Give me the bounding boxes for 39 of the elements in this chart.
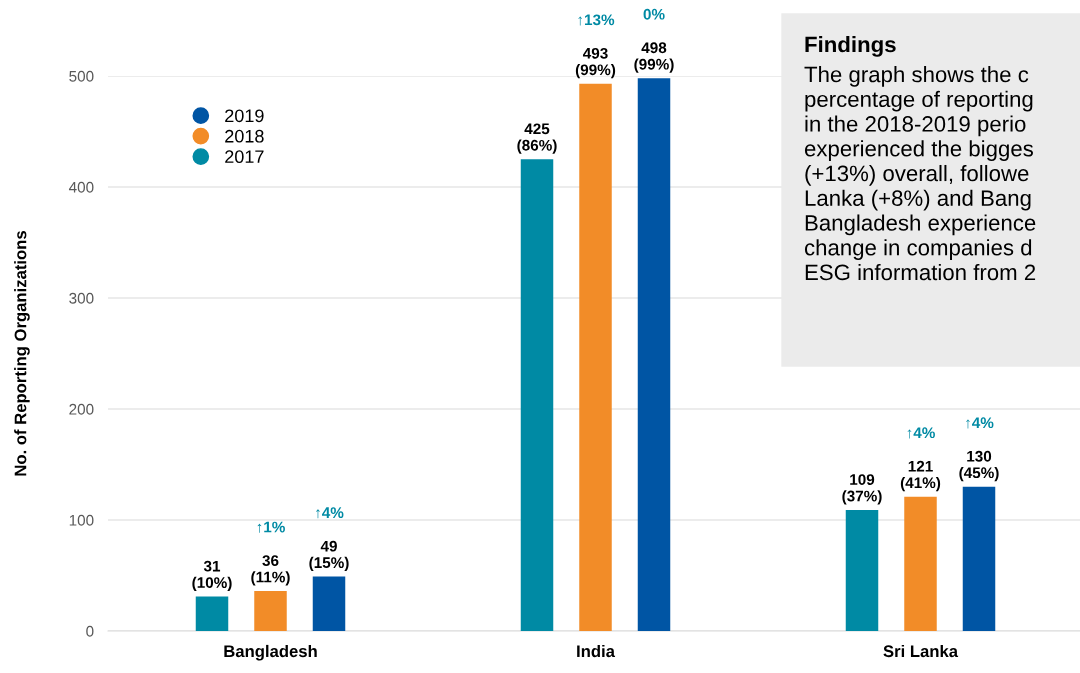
annotation: ↑4% bbox=[316, 507, 344, 519]
y-tick-label: 300 bbox=[69, 292, 94, 304]
bar bbox=[637, 78, 671, 631]
y-tick-label: 400 bbox=[68, 181, 94, 193]
annotation: ↑4% bbox=[966, 417, 994, 429]
legend-label: 2018 bbox=[225, 129, 264, 143]
data-label: 49 (15%) bbox=[309, 540, 349, 572]
y-tick-label: 200 bbox=[69, 403, 94, 415]
data-label: 130 (45%) bbox=[959, 450, 999, 482]
bar bbox=[904, 496, 937, 631]
data-label: 498 (99%) bbox=[634, 42, 674, 73]
data-label: 36 (11%) bbox=[251, 555, 290, 586]
y-tick-label: 0 bbox=[86, 625, 94, 637]
legend-label: 2017 bbox=[225, 150, 264, 164]
data-label: 109 (37%) bbox=[842, 474, 882, 505]
data-label: 121 (41%) bbox=[900, 460, 941, 492]
y-axis-title: No. of Reporting Organizations bbox=[14, 231, 30, 476]
x-tick-label: Sri Lanka bbox=[883, 644, 959, 658]
bar bbox=[579, 83, 612, 631]
annotation: ↑1% bbox=[257, 521, 285, 533]
annotation: ↑4% bbox=[907, 427, 935, 439]
data-label: 425 (86%) bbox=[517, 123, 557, 154]
x-tick-label: Bangladesh bbox=[224, 644, 317, 661]
data-label: 31 (10%) bbox=[192, 560, 232, 592]
y-tick-label: 500 bbox=[69, 70, 94, 82]
y-tick-label: 100 bbox=[69, 514, 94, 526]
bar bbox=[254, 591, 287, 631]
legend-label: 2019 bbox=[225, 109, 264, 123]
text: The graph shows the c percentage of reporting in the 2018-2019 perio experienced the bigges (+13%) overall, followe Lanka (+8%) and Bang Bangladesh experience change in companies d ESG information from 2 bbox=[804, 66, 1036, 281]
x-tick-label: India bbox=[577, 644, 616, 658]
text: ↑13% bbox=[578, 14, 615, 26]
text: Findings bbox=[805, 36, 896, 57]
data-label: 493 (99%) bbox=[575, 47, 616, 79]
bar bbox=[520, 159, 554, 631]
bar bbox=[195, 596, 229, 631]
bar bbox=[962, 486, 996, 631]
text: 0% bbox=[643, 8, 665, 20]
bar bbox=[845, 510, 879, 631]
bar bbox=[312, 576, 346, 631]
